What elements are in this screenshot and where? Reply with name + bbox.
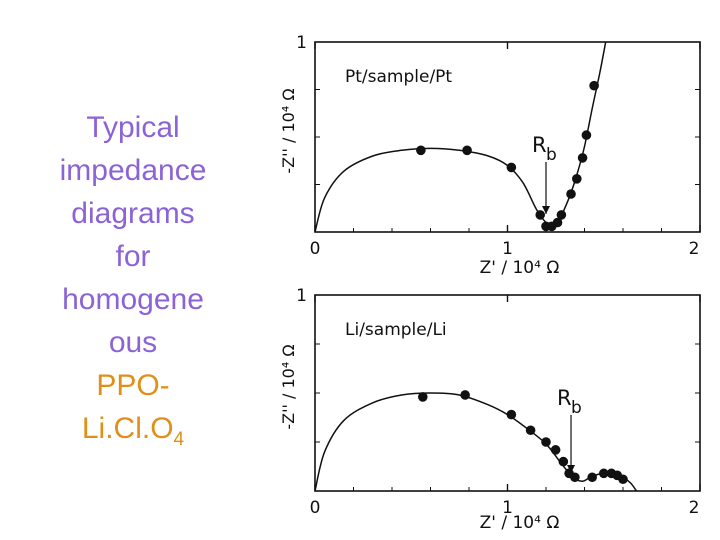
- data-point-6: [550, 445, 561, 455]
- fit-curve: [315, 42, 607, 232]
- caption-line-4: for: [115, 240, 151, 273]
- panel-title: Pt/sample/Pt: [345, 67, 452, 87]
- y-axis-label: -Z'' / 10⁴ Ω: [279, 88, 298, 173]
- y-axis-label: -Z'' / 10⁴ Ω: [279, 344, 298, 429]
- caption-line-6: ous: [108, 326, 158, 359]
- data-point-8: [556, 210, 567, 220]
- data-point-9: [570, 472, 580, 483]
- x-tick-label-1: 1: [502, 498, 513, 518]
- rb-label: R: [532, 133, 547, 157]
- rb-arrow-head: [542, 206, 550, 214]
- caption-compound-line: PPO-: [96, 369, 170, 402]
- y-tick-label-1: 1: [296, 33, 307, 53]
- data-point-10: [572, 174, 582, 184]
- data-point-7: [552, 217, 563, 228]
- data-point-13: [589, 80, 599, 91]
- data-point-1: [416, 145, 426, 156]
- caption-line-1: Typical: [86, 111, 180, 144]
- x-tick-label-0: 0: [310, 498, 321, 518]
- data-point-9: [566, 189, 576, 199]
- compound-base: Li.Cl.O: [81, 412, 174, 445]
- data-point-10: [587, 472, 597, 483]
- rb-subscript: b: [546, 145, 557, 165]
- x-axis-label: Z' / 10⁴ Ω: [480, 513, 560, 533]
- data-point-11: [577, 153, 588, 163]
- slide-caption: Typical impedance diagrams for homogene …: [28, 106, 238, 461]
- x-axis-label: Z' / 10⁴ Ω: [480, 258, 560, 278]
- panel-2: 0 1 21Z' / 10⁴ Ω-Z'' / 10⁴ ΩLi/sample/LiR b: [279, 286, 701, 533]
- data-point-4: [535, 210, 546, 220]
- rb-arrow-head: [567, 465, 576, 473]
- x-tick-label-2: 2: [689, 239, 700, 259]
- rb-label: R: [557, 386, 572, 410]
- data-point-5: [541, 437, 551, 447]
- panel-title: Li/sample/Li: [345, 320, 447, 340]
- data-point-7: [558, 456, 569, 467]
- data-point-3: [506, 162, 517, 173]
- data-point-1: [418, 392, 428, 402]
- data-point-14: [618, 474, 628, 485]
- rb-subscript: b: [571, 398, 582, 418]
- y-tick-label-1: 1: [296, 286, 307, 306]
- data-point-11: [598, 468, 609, 479]
- data-point-2: [460, 390, 470, 400]
- x-tick-label-0: 0: [310, 239, 321, 259]
- caption-line-5: homogene: [62, 283, 204, 316]
- caption-compound-formula: Li.Cl.O4: [28, 407, 238, 461]
- x-tick-label-1: 1: [502, 239, 513, 259]
- panel-1: 0 1 21Z' / 10⁴ Ω-Z'' / 10⁴ ΩPt/sample/PtR b: [279, 33, 701, 278]
- data-point-4: [525, 425, 536, 436]
- caption-line-3: diagrams: [71, 197, 195, 230]
- x-tick-label-2: 2: [689, 498, 700, 518]
- compound-subscript: 4: [173, 429, 185, 450]
- data-point-12: [581, 130, 592, 140]
- data-point-3: [506, 409, 517, 420]
- caption-line-2: impedance: [59, 154, 207, 187]
- data-point-2: [462, 145, 472, 156]
